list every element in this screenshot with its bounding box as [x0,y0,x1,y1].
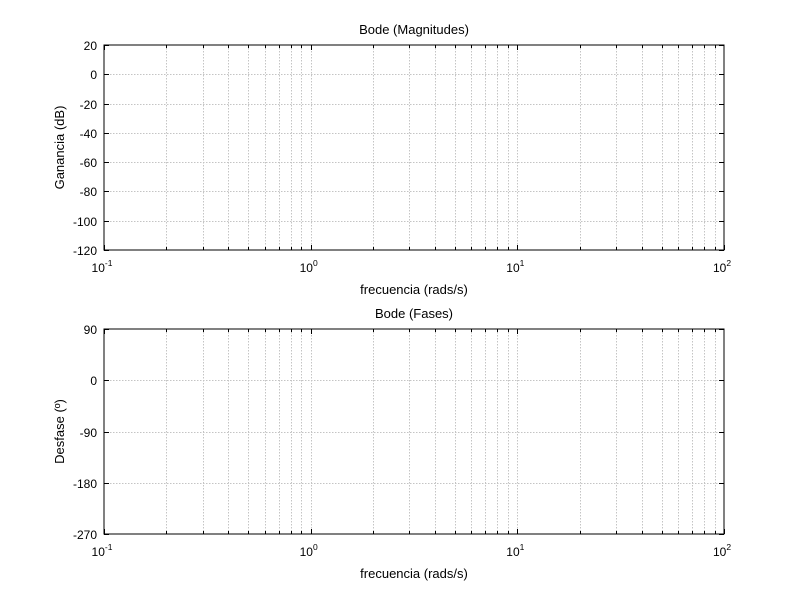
phase-y-axis-label: Desfase (º) [52,399,67,464]
x-tick-base: 10 [92,261,106,275]
x-tick-label: 102 [713,258,731,275]
y-tick-label: 90 [84,323,98,337]
x-tick-base: 10 [713,545,727,559]
phase-title: Bode (Fases) [375,306,453,321]
x-tick-base: 10 [300,545,314,559]
magnitude-x-axis-label: frecuencia (rads/s) [360,282,468,297]
phase-tick-marks [104,329,725,535]
x-tick-label: 100 [300,258,318,275]
y-tick-label: -60 [80,156,98,170]
phase-x-axis-label: frecuencia (rads/s) [360,566,468,581]
x-tick-base: 10 [506,261,520,275]
x-tick-exponent: 0 [313,258,318,268]
y-tick-label: -90 [80,426,98,440]
y-tick-label: -40 [80,127,98,141]
x-tick-base: 10 [713,261,727,275]
magnitude-y-axis-label: Ganancia (dB) [52,106,67,190]
x-tick-exponent: 0 [313,542,318,552]
x-tick-exponent: 1 [520,542,525,552]
x-tick-exponent: -1 [105,258,113,268]
x-tick-base: 10 [92,545,106,559]
magnitude-subplot: 200-20-40-60-80-100-120 10-1 100 101 102 Bo… [52,22,731,297]
magnitude-y-tick-labels: 20 0 -20 -40 -60 -80 -100 -120 [73,39,97,258]
magnitude-axes-box [103,44,725,251]
x-tick-exponent: 2 [726,542,731,552]
phase-y-tick-labels: 90 0 -90 -180 -270 [73,323,97,542]
x-tick-exponent: -1 [105,542,113,552]
x-tick-label: 100 [300,542,318,559]
y-tick-label: -270 [73,528,97,542]
y-tick-label: 20 [84,39,98,53]
phase-x-tick-labels: 10-1 100 101 102 [92,542,732,559]
y-tick-label: 0 [90,68,97,82]
y-tick-label: -180 [73,477,97,491]
y-tick-label: -100 [73,215,97,229]
x-tick-label: 102 [713,542,731,559]
y-tick-label: -80 [80,185,98,199]
magnitude-grid [104,45,724,250]
phase-axes-box [103,328,725,535]
x-tick-base: 10 [506,545,520,559]
x-tick-label: 10-1 [92,542,113,559]
phase-subplot: 900-90-180-270 10-1 100 101 102 Bode (Fases… [52,306,731,581]
magnitude-x-tick-labels: 10-1 100 101 102 [92,258,732,275]
y-tick-label: -120 [73,244,97,258]
x-tick-label: 10-1 [92,258,113,275]
x-tick-label: 101 [506,258,524,275]
x-tick-label: 101 [506,542,524,559]
x-tick-base: 10 [300,261,314,275]
y-tick-label: -20 [80,98,98,112]
magnitude-tick-marks [104,45,725,251]
x-tick-exponent: 1 [520,258,525,268]
x-tick-exponent: 2 [726,258,731,268]
magnitude-title: Bode (Magnitudes) [359,22,469,37]
y-tick-label: 0 [90,374,97,388]
phase-grid [104,329,724,534]
